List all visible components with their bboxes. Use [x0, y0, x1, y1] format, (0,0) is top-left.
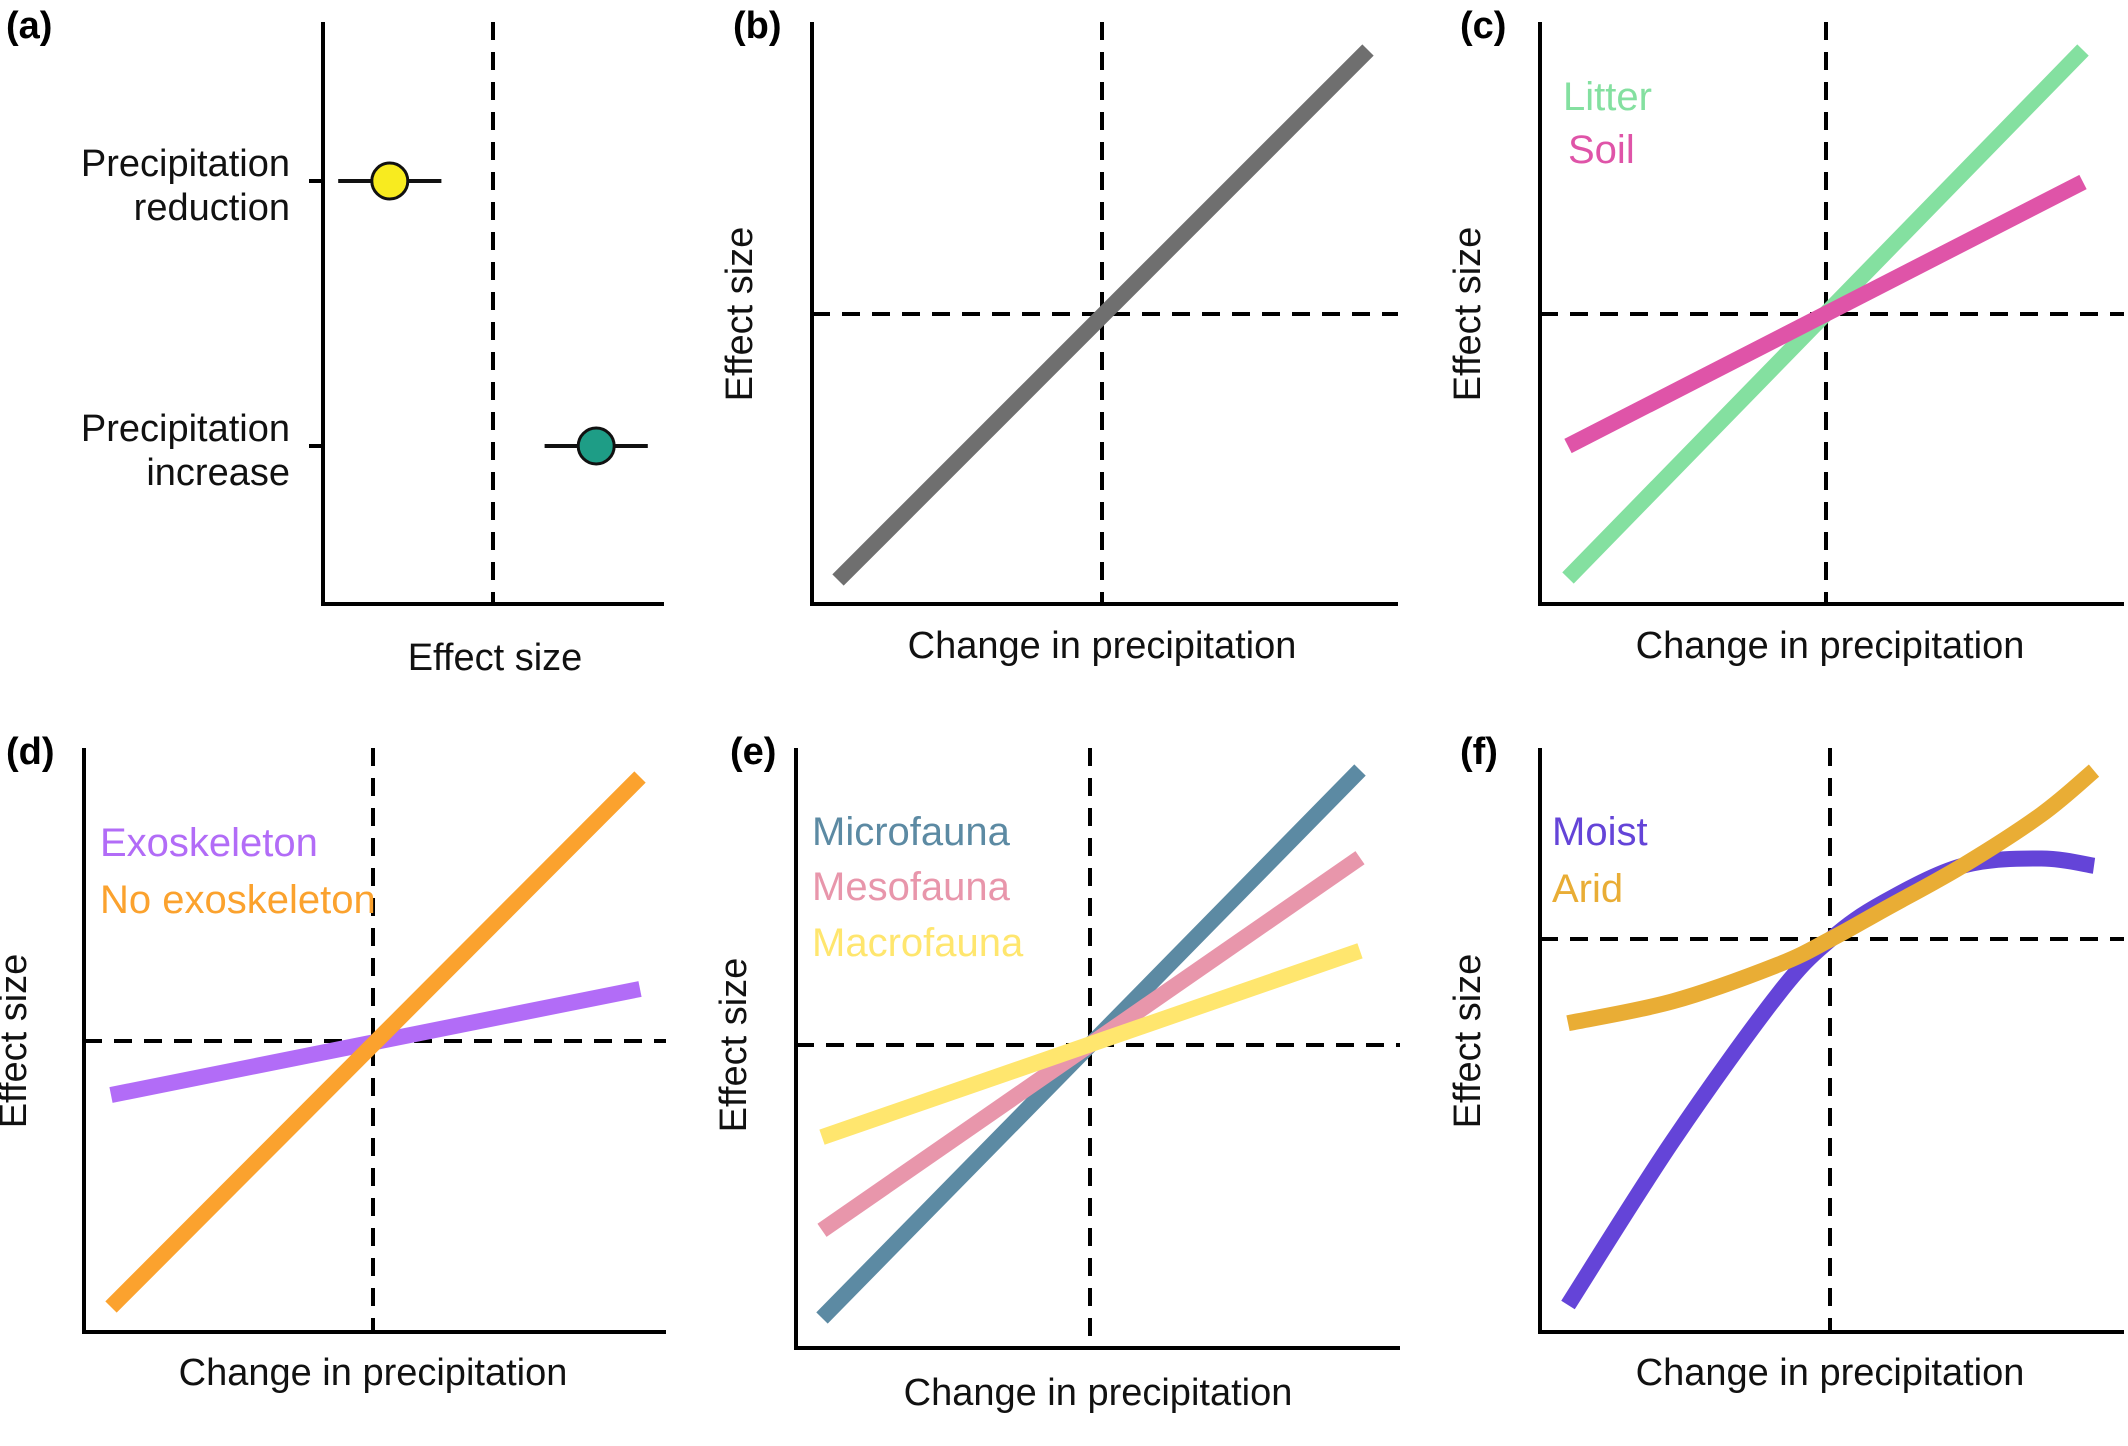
x-axis-label: Effect size: [408, 637, 583, 679]
legend-entry: Moist: [1552, 810, 1648, 854]
y-axis-label: Effect size: [713, 958, 755, 1133]
panel-1: (b) Change in precipitation Effect size: [719, 5, 1398, 667]
y-axis-label: Effect size: [0, 954, 35, 1129]
panel-label: (d): [6, 731, 55, 773]
axes-frame-1: [810, 22, 1398, 606]
series-line-soil: [1564, 174, 2087, 454]
series-line-macrofauna: [819, 943, 1363, 1145]
legend-entry: No exoskeleton: [100, 878, 376, 922]
y-axis-label: Effect size: [719, 227, 761, 402]
category-label: Precipitation increase: [81, 408, 290, 494]
legend-entry: Arid: [1552, 867, 1623, 911]
panel-4: (e) Microfauna Mesofauna Macrofauna Change i…: [713, 731, 1400, 1414]
series-line-arid: [1566, 764, 2100, 1032]
axes-frame-3: [82, 748, 666, 1334]
panel-label: (f): [1460, 731, 1498, 773]
panel-3: (d) Exoskeleton No exoskeleton Change in pr…: [0, 731, 666, 1394]
x-axis-label: Change in precipitation: [1636, 625, 2025, 667]
legend-entry: Microfauna: [812, 810, 1011, 854]
x-axis-label: Change in precipitation: [904, 1372, 1293, 1414]
y-axis-label: Effect size: [1447, 954, 1489, 1129]
panel-label: (c): [1460, 5, 1506, 47]
category-label-line: Precipitation: [81, 408, 290, 450]
series-line-no-exoskeleton: [105, 771, 646, 1313]
panel-label: (b): [733, 5, 782, 47]
legend-entry: Mesofauna: [812, 865, 1011, 909]
data-point: [370, 161, 410, 201]
legend-entry: Exoskeleton: [100, 821, 318, 865]
x-axis-label: Change in precipitation: [179, 1352, 568, 1394]
category-label-line: increase: [146, 452, 290, 494]
category-label: Precipitation reduction: [81, 143, 290, 229]
category-label-line: reduction: [134, 187, 290, 229]
panel-2: (c) Litter Soil Change in precipitation Effe…: [1447, 5, 2124, 667]
axes-frame-2: [1538, 22, 2124, 606]
x-axis-label: Change in precipitation: [908, 625, 1297, 667]
axes-frame-0: [321, 22, 664, 606]
panel-label: (a): [6, 5, 52, 47]
series-line-0: [832, 44, 1374, 586]
category-label-line: Precipitation: [81, 143, 290, 185]
legend-entry: Macrofauna: [812, 921, 1024, 965]
legend-entry: Soil: [1568, 128, 1635, 172]
data-point: [576, 426, 616, 466]
panel-label: (e): [730, 731, 776, 773]
panel-5: (f) Moist Arid Change in precipitation Effec…: [1447, 731, 2124, 1394]
y-axis-label: Effect size: [1447, 227, 1489, 402]
legend-entry: Litter: [1563, 75, 1652, 119]
x-axis-label: Change in precipitation: [1636, 1352, 2025, 1394]
axes-frame-5: [1538, 748, 2124, 1334]
axes-frame-4: [794, 748, 1400, 1350]
